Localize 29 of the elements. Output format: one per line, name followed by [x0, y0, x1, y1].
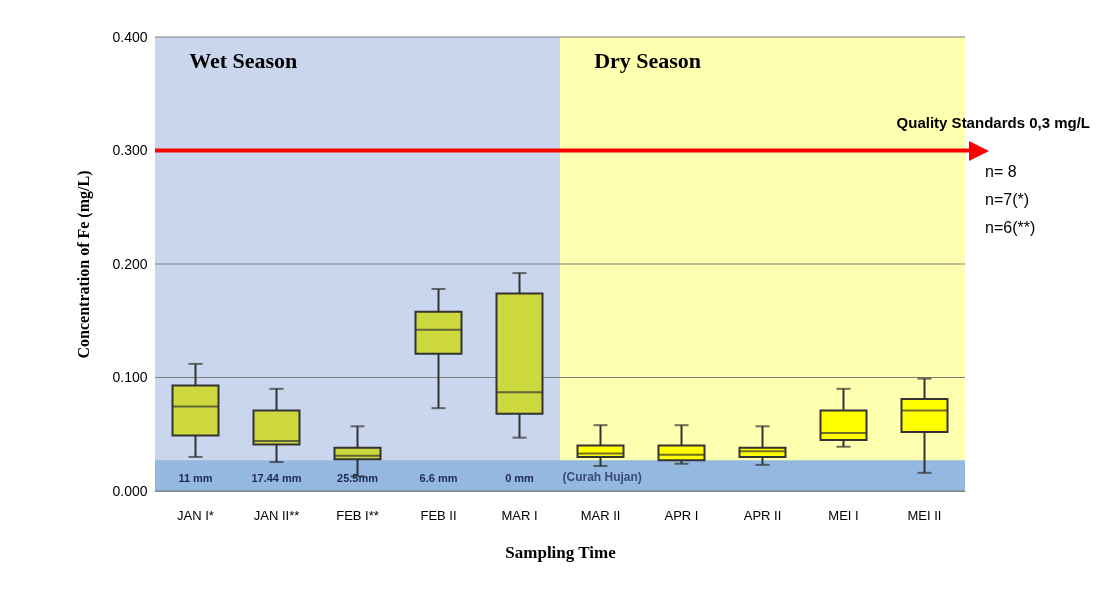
text: n=7(*) — [985, 191, 1030, 208]
text: n=6(**) — [985, 219, 1036, 236]
annotation: 17.44 mm — [251, 472, 302, 484]
annotation: 11 mm — [178, 472, 213, 484]
y-tick-label: 0.400 — [112, 28, 148, 45]
x-tick-label: MAR I — [501, 507, 538, 523]
band-label: Wet Season — [189, 48, 298, 73]
x-tick-label: APR II — [743, 507, 782, 523]
x-tick-label: FEB II — [420, 507, 457, 523]
x-tick-label: MAR II — [580, 507, 621, 523]
text: n= 8 — [985, 163, 1017, 180]
y-tick-label: 0.100 — [112, 369, 148, 385]
y-axis-title: Concentration of Fe (mg/L) — [75, 170, 94, 359]
y-tick-label: 0.300 — [112, 142, 148, 158]
x-tick-label: MEI II — [907, 507, 942, 523]
x-tick-label: JAN II** — [253, 507, 300, 523]
y-tick-label: 0.200 — [112, 255, 148, 272]
y-tick-label: 0.000 — [112, 482, 148, 499]
x-tick-label: MEI I — [828, 507, 859, 523]
annotation: 25.5mm — [337, 472, 379, 484]
annotation: 6.6 mm — [419, 472, 458, 484]
x-tick-label: JAN I* — [177, 507, 214, 523]
annotation: (Curah Hujan) — [562, 470, 642, 484]
x-tick-label: FEB I** — [336, 507, 379, 523]
band-label: Dry Season — [594, 48, 702, 73]
x-tick-label: APR I — [664, 507, 699, 523]
ref-line-label: Quality Standards 0,3 mg/L — [896, 113, 1090, 131]
annotation: 0 mm — [505, 472, 535, 484]
x-axis-title: Sampling Time — [505, 542, 617, 562]
